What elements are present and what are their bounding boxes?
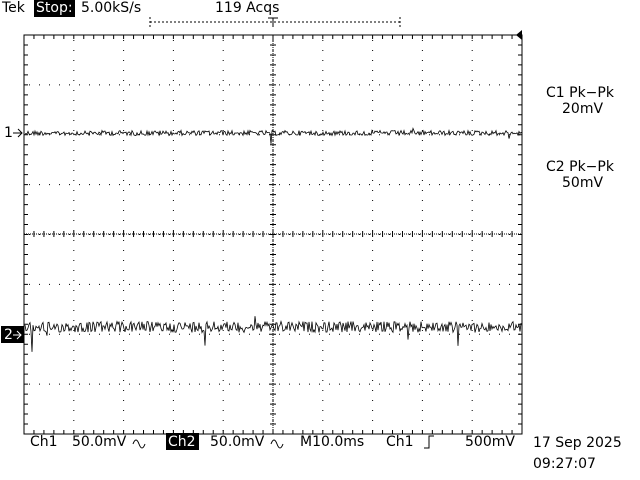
ch2-arrow [13, 330, 22, 340]
ch2-scale: 50.0mV [210, 434, 265, 450]
ch1-marker: 1 [4, 125, 13, 141]
date: 17 Sep 2025 [533, 435, 622, 451]
time: 09:27:07 [533, 456, 596, 472]
measurement-value: 20mV [562, 101, 603, 117]
waveform [24, 316, 523, 352]
trigger-level: 500mV [465, 434, 515, 450]
record-bar [149, 17, 401, 27]
timebase: M10.0ms [300, 434, 364, 450]
coupling-icon [132, 439, 146, 449]
ch1-label: Ch1 [30, 434, 58, 450]
waveform [24, 127, 523, 145]
ch2-badge [1, 326, 24, 343]
acquisitions: 119 Acqs [215, 0, 279, 16]
state: Stop: [36, 0, 73, 16]
trigger-source: Ch1 [386, 434, 414, 450]
coupling-icon [270, 439, 284, 449]
ch2-label-badge [166, 433, 199, 450]
graticule [23, 34, 523, 435]
ch1-scale: 50.0mV [72, 434, 127, 450]
traces [24, 127, 523, 352]
ch1-arrow [13, 128, 23, 138]
trigger-pos [268, 17, 278, 27]
trigger-level-marker [516, 30, 522, 40]
measurement-label: C1 Pk−Pk [546, 85, 615, 101]
measurement-label: C2 Pk−Pk [546, 159, 615, 175]
ch2-label: Ch2 [168, 434, 196, 450]
ch2-marker: 2 [4, 327, 13, 343]
sample-rate: 5.00kS/s [81, 0, 141, 16]
brand: Tek [1, 0, 26, 16]
measurement-value: 50mV [562, 175, 603, 191]
trigger-slope [424, 435, 434, 449]
state-badge [34, 0, 75, 17]
